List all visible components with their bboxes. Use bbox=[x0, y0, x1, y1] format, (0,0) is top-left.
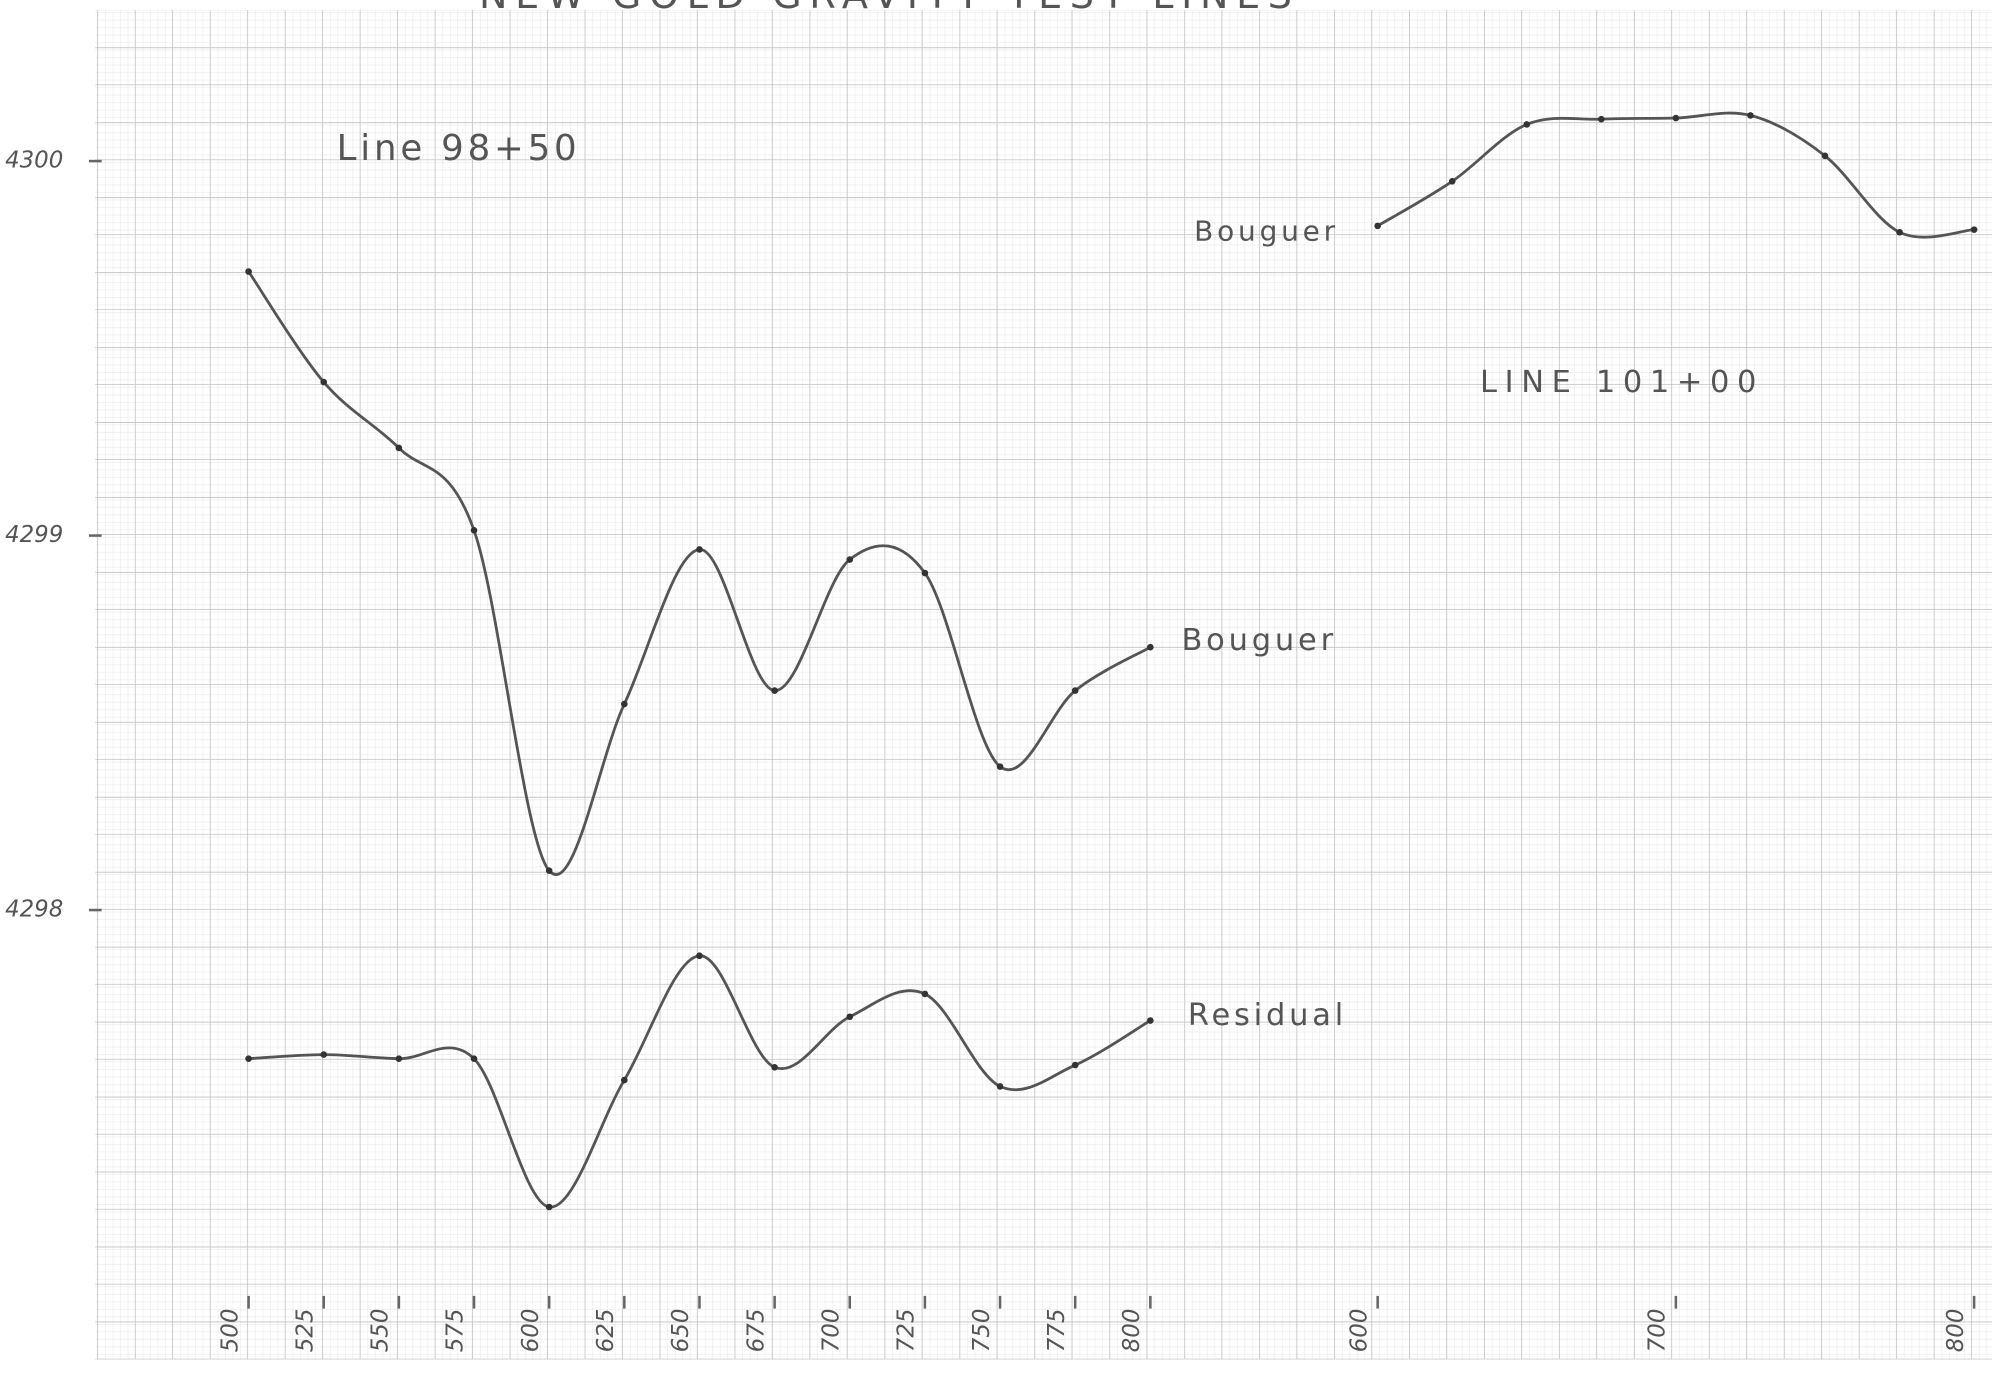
data-point bbox=[1147, 1017, 1154, 1024]
data-point bbox=[395, 444, 403, 452]
x-tick-label: 700 bbox=[818, 1309, 844, 1353]
data-point bbox=[846, 556, 854, 563]
page-title: NEW GOLD GRAVITY TEST LINES bbox=[479, 0, 1300, 17]
x-tick-label: 750 bbox=[969, 1309, 995, 1353]
series-label: Residual bbox=[1188, 998, 1347, 1033]
data-point bbox=[921, 990, 929, 998]
line-label: Line 98+50 bbox=[337, 128, 581, 169]
data-point bbox=[320, 1051, 328, 1058]
data-point bbox=[921, 569, 929, 577]
data-point bbox=[771, 687, 778, 694]
series-label: Bouguer bbox=[1194, 215, 1339, 248]
data-point bbox=[470, 1055, 478, 1063]
x-tick-label: 600 bbox=[1346, 1309, 1372, 1353]
data-point bbox=[996, 1083, 1004, 1090]
data-point bbox=[1071, 1061, 1079, 1069]
x-tick-label: 725 bbox=[894, 1309, 920, 1353]
data-point bbox=[696, 952, 703, 960]
graph-paper bbox=[95, 10, 1992, 1360]
series-label: Bouguer bbox=[1181, 623, 1336, 658]
data-point bbox=[696, 546, 703, 553]
data-point bbox=[621, 700, 628, 708]
y-tick-label: 4298 bbox=[5, 897, 63, 923]
x-tick-label: 575 bbox=[443, 1309, 469, 1353]
line-label: LINE 101+00 bbox=[1480, 365, 1764, 400]
x-tick-label: 650 bbox=[668, 1309, 694, 1353]
data-point bbox=[1147, 643, 1154, 651]
data-point bbox=[771, 1064, 778, 1071]
data-point bbox=[1821, 152, 1829, 160]
x-tick-label: 775 bbox=[1044, 1309, 1070, 1353]
data-point bbox=[320, 378, 328, 386]
data-point bbox=[545, 1203, 553, 1211]
x-tick-label: 800 bbox=[1943, 1309, 1969, 1353]
data-point bbox=[1374, 222, 1381, 230]
data-point bbox=[245, 1055, 252, 1063]
data-point bbox=[621, 1076, 628, 1084]
data-point bbox=[1747, 112, 1754, 119]
data-point bbox=[545, 867, 553, 875]
y-tick-label: 4299 bbox=[5, 522, 63, 548]
data-point bbox=[470, 527, 478, 534]
x-tick-label: 550 bbox=[368, 1309, 394, 1353]
x-tick-label: 625 bbox=[593, 1309, 619, 1353]
data-point bbox=[1448, 178, 1456, 185]
data-point bbox=[245, 268, 252, 275]
data-point bbox=[996, 763, 1004, 770]
x-tick-label: 600 bbox=[518, 1309, 544, 1353]
data-point bbox=[1598, 115, 1605, 123]
x-tick-label: 675 bbox=[743, 1309, 769, 1353]
data-point bbox=[395, 1055, 403, 1063]
series-line bbox=[247, 270, 1152, 876]
data-point bbox=[846, 1013, 854, 1021]
data-point bbox=[1523, 121, 1531, 128]
data-point bbox=[1970, 226, 1978, 233]
x-tick-label: 525 bbox=[292, 1309, 318, 1353]
data-point bbox=[1672, 114, 1680, 122]
x-tick-label: 800 bbox=[1119, 1309, 1145, 1353]
data-point bbox=[1071, 687, 1079, 694]
y-tick-label: 4300 bbox=[5, 148, 63, 174]
data-point bbox=[1896, 228, 1903, 236]
x-tick-label: 700 bbox=[1645, 1309, 1671, 1353]
x-tick-label: 500 bbox=[217, 1309, 243, 1353]
